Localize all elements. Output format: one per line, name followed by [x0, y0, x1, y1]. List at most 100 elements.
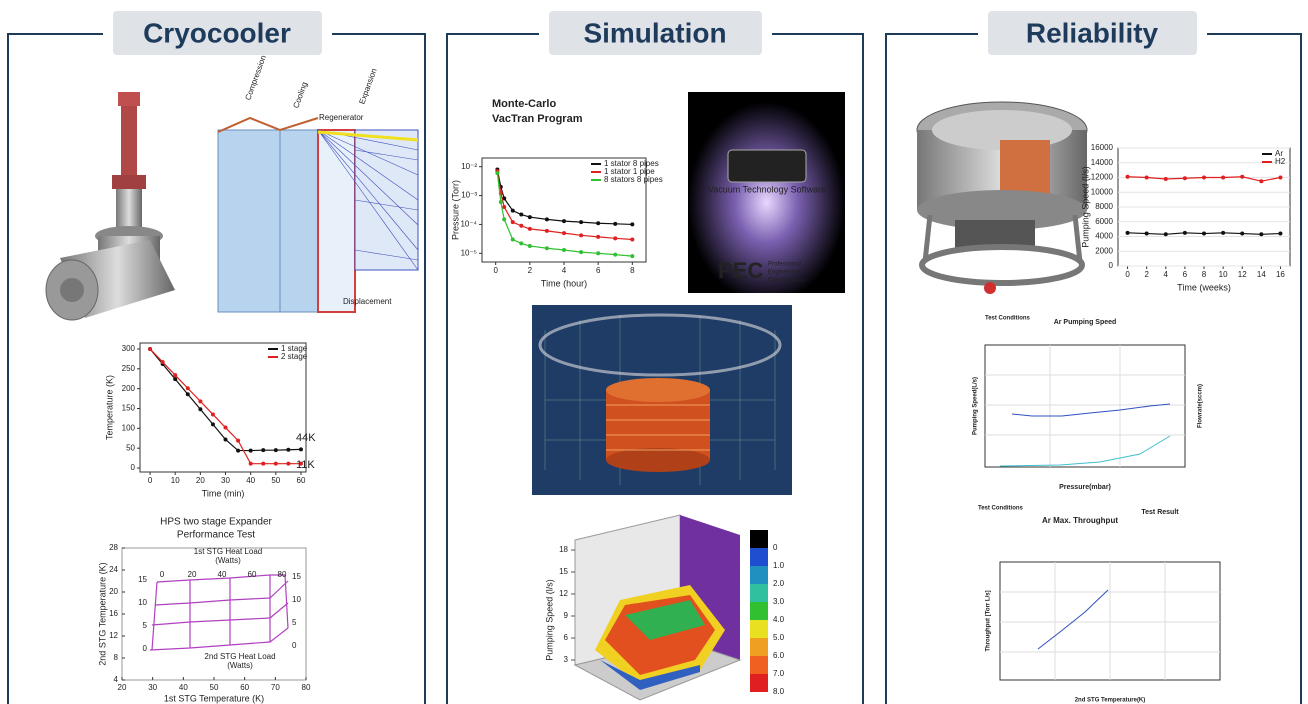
notes: Test Conditions	[978, 506, 1024, 512]
cryocooler-image	[45, 92, 175, 321]
y-tick-label: 10000	[1091, 187, 1114, 196]
data-line	[149, 348, 301, 465]
data-point	[510, 208, 515, 213]
colorbar-label: 6.0	[773, 651, 785, 660]
data-point	[510, 220, 515, 225]
legend-label: Ar	[1275, 149, 1283, 158]
data-point	[613, 236, 618, 241]
colorbar-label: 7.0	[773, 669, 785, 678]
logo-name: VacTran	[740, 157, 794, 174]
data-line	[496, 173, 633, 257]
x-tick-label: 30	[148, 683, 157, 692]
y-axis-label: 2nd STG Temperature (K)	[97, 562, 107, 665]
diagram-label: Regenerator	[319, 113, 364, 122]
data-point	[1221, 175, 1226, 180]
logo-company: PEC	[718, 258, 763, 283]
y2-axis-label: Flowrate(sccm)	[1198, 384, 1204, 428]
x-tick-label: 6	[1183, 270, 1188, 279]
y-tick-label: 20	[109, 587, 118, 596]
data-point	[1163, 176, 1168, 181]
data-point	[248, 461, 253, 466]
y-tick-label: 250	[122, 364, 136, 373]
data-point	[1125, 230, 1130, 235]
top-tick-label: 20	[188, 570, 197, 579]
data-point	[1278, 231, 1283, 236]
colorbar-label: 2.0	[773, 579, 785, 588]
x-tick-label: 80	[302, 683, 311, 692]
data-point	[519, 241, 524, 246]
top-tick-label: 80	[278, 570, 287, 579]
z-tick-label: 18	[559, 545, 568, 554]
colorbar-label: 4.0	[773, 615, 785, 624]
logo-company-name: Computations	[768, 278, 805, 284]
x-tick-label: 4	[1164, 270, 1169, 279]
x-tick-label: 0	[493, 266, 498, 275]
x-tick-label: 20	[118, 683, 127, 692]
vactran-logo	[688, 92, 845, 293]
z-tick-label: 15	[559, 567, 568, 576]
logo-company-name: Engineering	[768, 270, 800, 276]
x-axis-label: Time (min)	[202, 488, 245, 498]
program-label: Monte-Carlo	[492, 98, 556, 110]
x-tick-label: 50	[210, 683, 219, 692]
performance-mesh	[149, 574, 289, 651]
data-line	[496, 171, 633, 241]
data-point	[544, 228, 549, 233]
curve-label: 15	[292, 572, 301, 581]
colorbar-swatch	[750, 674, 768, 692]
x-axis-label: 1st STG Temperature (K)	[164, 693, 264, 703]
cycle-diagram	[217, 116, 419, 313]
colorbar-swatch	[750, 566, 768, 584]
data-point	[273, 461, 278, 466]
throughput-chart	[999, 561, 1221, 681]
data-point	[630, 222, 635, 227]
data-point	[495, 171, 500, 176]
x-tick-label: 10	[1219, 270, 1228, 279]
y-tick-label: 6000	[1095, 217, 1113, 226]
y-tick-label: 16000	[1091, 143, 1114, 152]
data-point	[1125, 174, 1130, 179]
colorbar-swatch	[750, 656, 768, 674]
y-tick-label: 16	[109, 609, 118, 618]
data-point	[273, 448, 278, 453]
chart-title: HPS two stage Expander	[160, 517, 272, 528]
legend-label: 8 stators 8 pipes	[604, 175, 663, 184]
data-point	[527, 243, 532, 248]
x-tick-label: 4	[562, 266, 567, 275]
x-tick-label: 0	[148, 476, 153, 485]
data-point	[613, 252, 618, 257]
y-tick-label: 100	[122, 423, 136, 432]
ar-speed-chart	[984, 344, 1186, 468]
top-tick-label: 0	[160, 570, 165, 579]
data-point	[173, 373, 178, 378]
annotation: (Watts)	[227, 661, 253, 670]
data-point	[298, 447, 303, 452]
y-axis-label: Temperature (K)	[104, 375, 114, 440]
data-point	[1163, 232, 1168, 237]
data-point	[1182, 176, 1187, 181]
curve-label: 0	[143, 644, 148, 653]
y-tick-label: 0	[1109, 261, 1114, 270]
annotation: 2nd STG Heat Load	[204, 652, 275, 661]
data-point	[236, 448, 241, 453]
y-tick-label: 28	[109, 543, 118, 552]
y-axis-label: Throughput [Torr L/s]	[986, 590, 992, 651]
chart-title: Ar Max. Throughput	[1042, 516, 1118, 525]
curve-label: 10	[138, 598, 147, 607]
tabs	[103, 1, 1207, 65]
data-point	[544, 217, 549, 222]
data-point	[198, 407, 203, 412]
data-point	[527, 215, 532, 220]
y-tick-label: 4	[114, 675, 119, 684]
x-tick-label: 2	[528, 266, 533, 275]
y-tick-label: 12	[109, 631, 118, 640]
y-axis-label: Pumping Speed(L/s)	[973, 377, 979, 435]
data-point	[185, 386, 190, 391]
colorbar-swatch	[750, 602, 768, 620]
annotation: (Watts)	[215, 556, 241, 565]
data-point	[210, 412, 215, 417]
y-tick-label: 14000	[1091, 158, 1114, 167]
x-tick-label: 20	[196, 476, 205, 485]
mesh-image	[532, 305, 792, 495]
